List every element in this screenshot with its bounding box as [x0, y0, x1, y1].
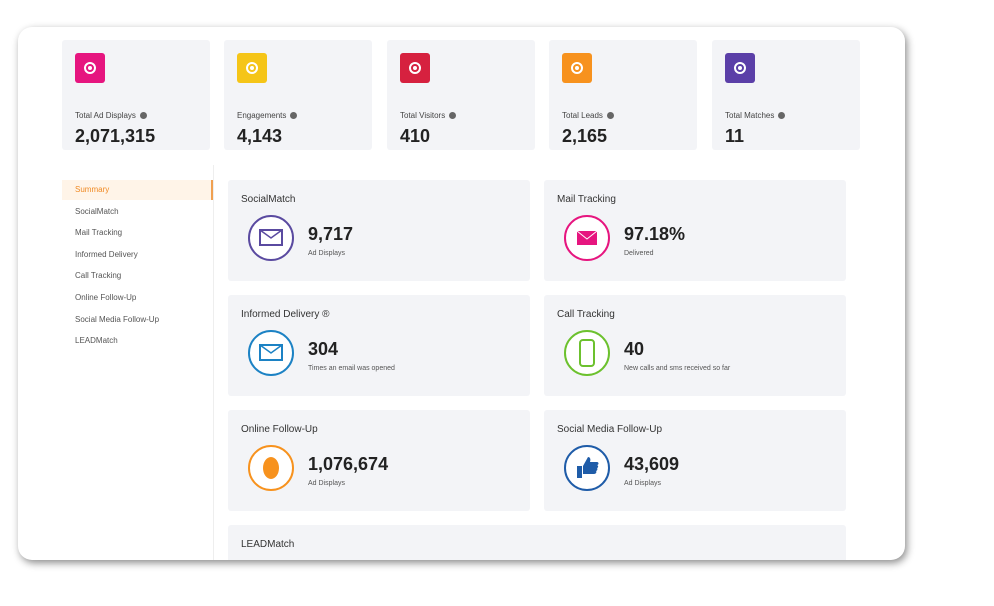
info-icon: [449, 112, 457, 119]
stat-value: 410: [400, 126, 431, 146]
sidebar-item[interactable]: Online Follow-Up: [75, 293, 137, 302]
stat-label: Total Leads: [562, 111, 614, 120]
metric-caption: Ad Displays: [624, 480, 661, 487]
metric-title: SocialMatch: [241, 194, 296, 205]
stat-label: Total Matches: [725, 111, 786, 120]
stat-card: Total Matches 11: [712, 40, 860, 150]
metric-value: 43,609: [624, 454, 680, 474]
sidebar-item[interactable]: Summary: [62, 180, 213, 200]
metric-value: 9,717: [308, 224, 354, 244]
stat-label-text: Total Visitors: [400, 111, 446, 120]
stat-label-text: Total Leads: [562, 111, 603, 120]
stat-value: 4,143: [237, 126, 283, 146]
metric-icon: [248, 330, 294, 376]
metric-card: SocialMatch 9,717 Ad Displays: [228, 180, 530, 281]
metric-title: Informed Delivery ®: [241, 309, 330, 320]
stat-card: Total Leads 2,165: [549, 40, 697, 150]
metric-card: Informed Delivery ® 304 Times an email was…: [228, 295, 530, 396]
metric-caption: Ad Displays: [308, 480, 345, 487]
stat-value: 2,165: [562, 126, 608, 146]
info-icon: [139, 112, 147, 119]
stat-label-text: Total Matches: [725, 111, 775, 120]
metric-title: Social Media Follow-Up: [557, 424, 663, 435]
sidebar: Summary SocialMatch Mail Tracking Informed …: [62, 165, 214, 560]
metric-card: Social Media Follow-Up 43,609 Ad Displays: [544, 410, 846, 511]
summary-panel: Summary SocialMatch Mail Tracking Informed …: [62, 165, 860, 560]
metric-caption: Delivered: [624, 250, 654, 257]
stat-card: Engagements 4,143: [224, 40, 372, 150]
metric-title: Mail Tracking: [557, 194, 616, 205]
metric-icon: [564, 215, 610, 261]
info-icon: [606, 112, 614, 119]
stat-icon: [562, 53, 592, 83]
stat-label: Engagements: [237, 111, 298, 120]
stat-icon: [75, 53, 105, 83]
sidebar-item[interactable]: SocialMatch: [75, 206, 119, 216]
metric-value: 97.18%: [624, 224, 686, 244]
stat-card: Total Ad Displays 2,071,315: [62, 40, 210, 150]
sidebar-item[interactable]: Social Media Follow-Up: [75, 314, 160, 324]
stat-icon: [400, 53, 430, 83]
stat-label: Total Ad Displays: [75, 111, 147, 120]
metric-value: 1,076,674: [308, 454, 389, 474]
sidebar-item[interactable]: Call Tracking: [75, 271, 122, 281]
stat-icon: [237, 53, 267, 83]
metric-title: LEADMatch: [241, 539, 295, 550]
stat-icon: [725, 53, 755, 83]
dashboard: Summary SocialMatch Mail Tracking Informed …: [18, 27, 905, 560]
sidebar-item[interactable]: LEADMatch: [75, 336, 118, 346]
metric-card: LEADMatch: [228, 525, 846, 560]
stat-value: 11: [725, 126, 745, 146]
stat-label: Total Visitors: [400, 111, 457, 120]
metric-caption: Ad Displays: [308, 250, 345, 257]
sidebar-item[interactable]: Informed Delivery: [75, 249, 138, 259]
metric-value: 40: [624, 339, 645, 359]
info-icon: [778, 112, 786, 119]
metric-caption: New calls and sms received so far: [624, 365, 731, 372]
metric-card: Online Follow-Up 1,076,674 Ad Displays: [228, 410, 530, 511]
stat-label-text: Engagements: [237, 111, 287, 120]
stat-value: 2,071,315: [75, 126, 156, 146]
metric-icon: [248, 215, 294, 261]
metric-icon: [248, 445, 294, 491]
metric-value: 304: [308, 339, 339, 359]
metric-title: Call Tracking: [557, 309, 615, 320]
metric-caption: Times an email was opened: [308, 365, 395, 372]
stat-card: Total Visitors 410: [387, 40, 535, 150]
metric-card: Mail Tracking 97.18% Delivered: [544, 180, 846, 281]
stat-label-text: Total Ad Displays: [75, 111, 136, 120]
metric-card: Call Tracking 40 New calls and sms receive…: [544, 295, 846, 396]
metric-icon: [564, 445, 610, 491]
info-icon: [290, 112, 298, 119]
metric-icon: [564, 330, 610, 376]
metric-title: Online Follow-Up: [241, 424, 318, 435]
sidebar-item[interactable]: Mail Tracking: [75, 228, 123, 238]
